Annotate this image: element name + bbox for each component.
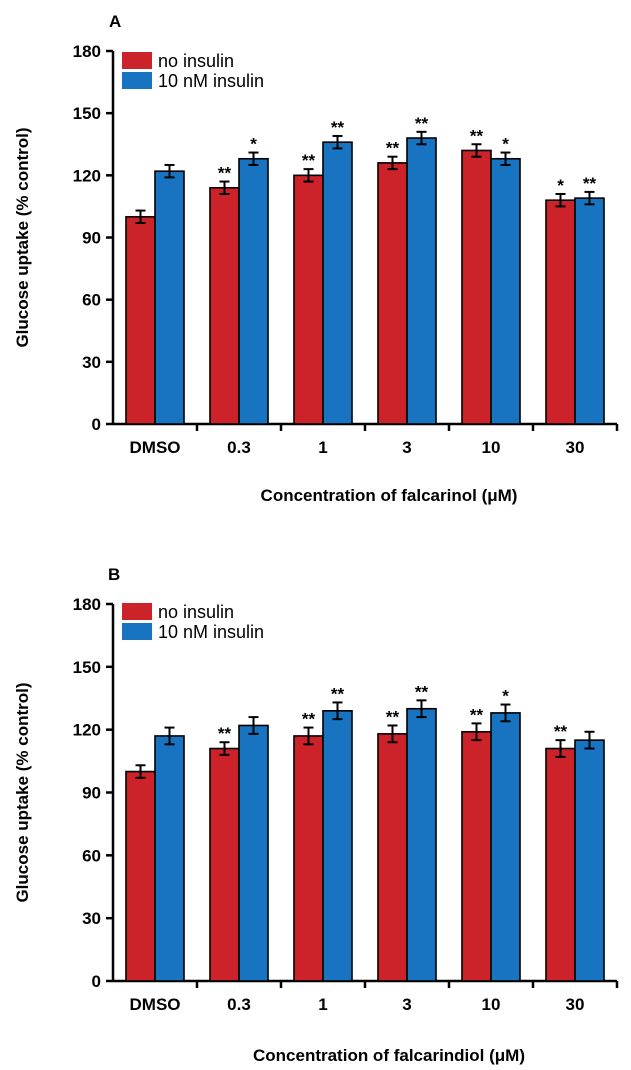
x-tick-label: 3 <box>402 438 411 457</box>
y-tick-label: 30 <box>82 909 101 928</box>
x-axis-label: Concentration of falcarinol (μM) <box>261 486 518 505</box>
bar-insulin <box>322 141 353 425</box>
significance-marker: ** <box>302 151 316 170</box>
chart-a-svg: A Glucose uptake (% control) 0 30 60 90 120 150… <box>13 12 619 505</box>
bar-insulin <box>322 710 353 982</box>
bar-insulin <box>574 197 605 425</box>
bar-insulin <box>490 712 521 982</box>
significance-marker: ** <box>470 126 484 145</box>
significance-marker: * <box>502 135 509 154</box>
x-tick-label: 1 <box>318 995 327 1014</box>
significance-marker: ** <box>415 682 429 701</box>
bar-no-insulin <box>377 162 408 425</box>
bar-no-insulin <box>125 215 156 425</box>
x-tick-label: 0.3 <box>227 438 251 457</box>
bar-no-insulin <box>461 730 492 982</box>
bar-no-insulin <box>209 186 240 425</box>
chart-panel-a: A Glucose uptake (% control) 0 30 60 90 120 150… <box>0 0 631 530</box>
y-tick-label: 90 <box>82 784 101 803</box>
y-tick-label: 30 <box>82 353 101 372</box>
x-tick-label: 10 <box>482 995 501 1014</box>
bar-insulin <box>406 137 437 425</box>
y-tick-label: 180 <box>73 595 101 614</box>
panel-letter: A <box>109 12 121 31</box>
bar-no-insulin <box>461 149 492 425</box>
significance-marker: ** <box>218 724 232 743</box>
significance-marker: ** <box>331 118 345 137</box>
legend-label: 10 nM insulin <box>158 622 264 642</box>
bar-no-insulin <box>209 747 240 982</box>
legend-swatch-no-insulin <box>122 52 152 69</box>
x-axis-label: Concentration of falcarindiol (μM) <box>253 1046 525 1065</box>
y-tick-label: 60 <box>82 291 101 310</box>
bar-no-insulin <box>293 174 324 425</box>
significance-marker: ** <box>302 710 316 729</box>
y-tick-label: 60 <box>82 846 101 865</box>
y-tick-label: 120 <box>73 721 101 740</box>
chart-panel-b: B Glucose uptake (% control) 0 30 60 90 120 150… <box>0 552 631 1070</box>
significance-marker: ** <box>470 705 484 724</box>
x-tick-label: 30 <box>566 995 585 1014</box>
bar-insulin <box>154 170 185 425</box>
significance-marker: * <box>250 135 257 154</box>
significance-marker: * <box>557 176 564 195</box>
bar-insulin <box>154 735 185 982</box>
x-tick-label: 3 <box>402 995 411 1014</box>
x-tick-label: DMSO <box>130 995 181 1014</box>
y-tick-label: 120 <box>73 166 101 185</box>
y-axis-label: Glucose uptake (% control) <box>13 127 32 347</box>
significance-marker: ** <box>386 707 400 726</box>
y-axis-label: Glucose uptake (% control) <box>13 682 32 902</box>
y-tick-label: 150 <box>73 658 101 677</box>
significance-marker: * <box>502 687 509 706</box>
significance-marker: ** <box>554 722 568 741</box>
y-tick-label: 0 <box>92 415 101 434</box>
bar-no-insulin <box>545 747 576 982</box>
significance-marker: ** <box>218 164 232 183</box>
y-tick-label: 0 <box>92 972 101 991</box>
significance-marker: ** <box>331 684 345 703</box>
legend-swatch-no-insulin <box>122 603 152 620</box>
y-tick-label: 150 <box>73 104 101 123</box>
legend-swatch-insulin <box>122 72 152 89</box>
x-tick-label: 10 <box>482 438 501 457</box>
legend-swatch-insulin <box>122 623 152 640</box>
x-tick-label: 0.3 <box>227 995 251 1014</box>
bar-no-insulin <box>293 735 324 982</box>
bar-no-insulin <box>125 770 156 982</box>
x-tick-label: DMSO <box>130 438 181 457</box>
x-tick-label: 1 <box>318 438 327 457</box>
bar-insulin <box>238 157 269 425</box>
chart-b-svg: B Glucose uptake (% control) 0 30 60 90 120 150… <box>13 565 619 1065</box>
bar-insulin <box>238 724 269 982</box>
panel-letter: B <box>108 565 120 584</box>
legend-label: no insulin <box>158 602 234 622</box>
significance-marker: ** <box>415 114 429 133</box>
bar-no-insulin <box>545 199 576 425</box>
bar-no-insulin <box>377 733 408 982</box>
bar-insulin <box>406 707 437 982</box>
bar-insulin <box>574 739 605 982</box>
y-tick-label: 180 <box>73 42 101 61</box>
legend-label: no insulin <box>158 51 234 71</box>
x-tick-label: 30 <box>566 438 585 457</box>
significance-marker: ** <box>386 139 400 158</box>
significance-marker: ** <box>583 174 597 193</box>
y-tick-label: 90 <box>82 229 101 248</box>
bar-insulin <box>490 157 521 425</box>
legend-label: 10 nM insulin <box>158 71 264 91</box>
